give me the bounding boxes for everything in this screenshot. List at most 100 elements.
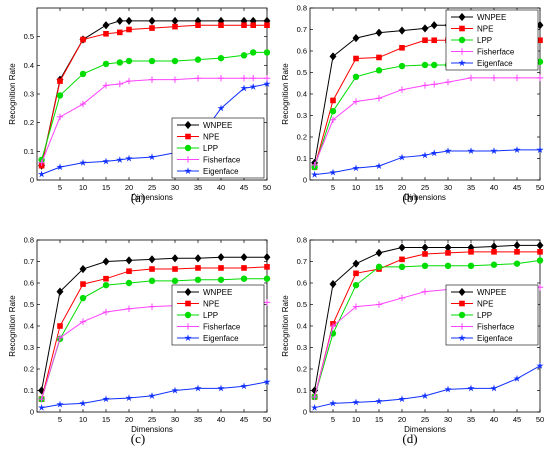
- data-point: [125, 16, 133, 26]
- data-point: [172, 266, 178, 272]
- data-point: [79, 294, 87, 302]
- data-point: [430, 21, 438, 30]
- data-point: [195, 22, 201, 28]
- data-point: [421, 288, 429, 295]
- data-point: [352, 281, 360, 289]
- data-point: [329, 168, 337, 176]
- x-tick-label: 30: [444, 183, 452, 192]
- data-point: [79, 70, 87, 78]
- data-point: [468, 249, 474, 255]
- legend-item-npe: NPE: [177, 133, 219, 142]
- data-point: [126, 268, 132, 274]
- legend-item-lpp: LPP: [177, 144, 218, 153]
- legend-label: Fisherface: [477, 323, 515, 332]
- x-tick-label: 40: [490, 415, 498, 424]
- data-point: [240, 75, 248, 82]
- x-tick-label: 30: [444, 415, 452, 424]
- data-point: [217, 75, 225, 82]
- data-point: [240, 253, 248, 262]
- data-point: [79, 318, 87, 325]
- legend-label: Fisherface: [203, 156, 241, 165]
- y-tick-label: 0.3: [24, 90, 34, 99]
- data-point: [513, 374, 521, 382]
- legend-marker: [184, 120, 192, 130]
- data-point: [217, 276, 225, 283]
- data-point: [148, 16, 156, 26]
- data-point: [148, 153, 156, 161]
- x-tick-label: 45: [513, 183, 521, 192]
- data-point: [116, 59, 124, 66]
- legend-item-eigenface: Eigenface: [451, 59, 513, 68]
- x-tick-label: 15: [375, 183, 383, 192]
- y-axis-label: Recognition Rate: [8, 63, 17, 125]
- legend-marker: [184, 311, 192, 319]
- legend: WNPEE NPE LPP Fisherface Eigenface: [445, 9, 539, 71]
- data-point: [445, 250, 451, 256]
- data-point: [125, 77, 133, 85]
- data-point: [80, 36, 86, 43]
- legend-marker: [185, 133, 191, 140]
- data-point: [310, 170, 319, 178]
- data-point: [329, 322, 337, 330]
- legend-marker: [184, 323, 192, 330]
- data-point: [431, 61, 438, 69]
- data-point: [79, 264, 87, 274]
- legend-marker: [459, 300, 465, 307]
- legend-marker: [185, 300, 191, 307]
- x-tick-label: 50: [263, 183, 271, 192]
- data-point: [375, 248, 383, 258]
- data-point: [249, 83, 257, 90]
- data-point: [241, 22, 247, 28]
- data-point: [172, 23, 178, 30]
- data-point: [250, 75, 257, 82]
- legend-marker: [458, 287, 466, 297]
- data-point: [398, 86, 406, 93]
- data-point: [422, 37, 428, 44]
- legend-marker: [458, 48, 466, 55]
- y-tick-label: 0.7: [297, 25, 307, 34]
- legend-item-wnpee: WNPEE: [451, 12, 506, 22]
- data-point: [79, 100, 87, 108]
- data-point: [37, 403, 46, 411]
- y-tick-label: 0.2: [24, 365, 34, 374]
- data-point: [537, 249, 543, 255]
- legend-label: LPP: [203, 311, 218, 320]
- x-axis-label: Dimensions: [404, 193, 446, 202]
- data-point: [431, 37, 437, 44]
- x-tick-label: 50: [536, 183, 544, 192]
- legend-item-npe: NPE: [451, 25, 493, 34]
- data-point: [217, 104, 225, 112]
- data-point: [125, 394, 133, 402]
- series-eigenface: [37, 378, 271, 411]
- data-point: [240, 382, 248, 390]
- data-point: [264, 22, 270, 28]
- data-point: [125, 279, 133, 287]
- data-point: [57, 78, 63, 84]
- data-point: [421, 392, 429, 399]
- series-eigenface: [310, 361, 544, 411]
- data-point: [102, 60, 110, 68]
- data-point: [513, 146, 521, 153]
- legend-marker: [184, 287, 192, 297]
- data-point: [102, 82, 110, 89]
- legend-label: Eigenface: [203, 167, 239, 176]
- legend-label: WNPEE: [477, 288, 506, 297]
- legend: WNPEE NPE LPP Fisherface Eigenface: [445, 284, 539, 346]
- data-point: [194, 384, 202, 392]
- data-point: [398, 395, 406, 403]
- data-point: [148, 277, 156, 285]
- data-point: [311, 393, 318, 401]
- legend-label: LPP: [203, 144, 218, 153]
- data-point: [444, 147, 452, 155]
- y-tick-label: 0.3: [24, 343, 34, 352]
- data-point: [195, 265, 201, 271]
- data-point: [116, 80, 123, 88]
- data-point: [149, 266, 155, 272]
- data-point: [375, 95, 383, 102]
- data-point: [399, 44, 405, 51]
- data-point: [490, 147, 498, 155]
- legend-label: WNPEE: [477, 13, 506, 22]
- legend-label: NPE: [203, 300, 219, 309]
- data-point: [514, 249, 520, 255]
